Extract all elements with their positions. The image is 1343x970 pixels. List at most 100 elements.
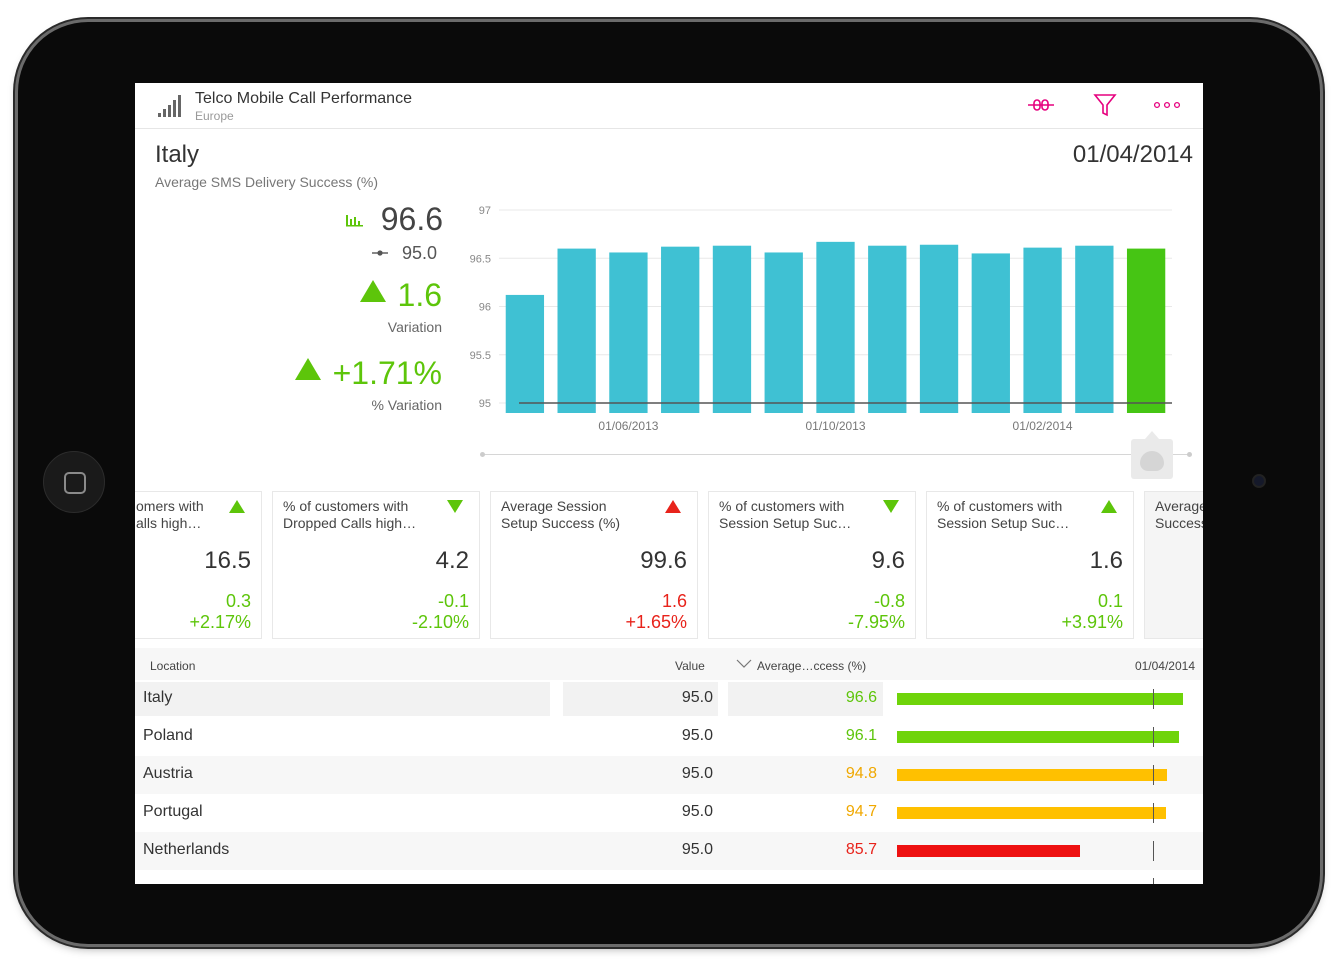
chart-bar bbox=[557, 248, 596, 413]
slider-end-dot bbox=[1187, 452, 1192, 457]
row-location: Italy bbox=[143, 689, 173, 706]
variation-value: 1.6 bbox=[397, 277, 442, 313]
variation-label: Variation bbox=[387, 319, 442, 335]
chart-bar bbox=[919, 244, 959, 413]
row-average: 94.8 bbox=[845, 765, 877, 782]
table-row[interactable]: Portugal 95.0 94.7 bbox=[135, 794, 1203, 832]
tile-value: 9.6 bbox=[871, 547, 905, 574]
chart-bar bbox=[868, 245, 907, 413]
variation-row: 1.6 bbox=[359, 277, 442, 317]
tile-title-line: Average bbox=[1155, 498, 1203, 514]
metric-name: Average SMS Delivery Success (%) bbox=[155, 174, 379, 190]
kpi-tiles: omers with alls high… 16.5 0.3 +2.17% % o… bbox=[135, 491, 1203, 639]
table-row[interactable]: Austria 95.0 94.8 bbox=[135, 756, 1203, 794]
tile-value: 99.6 bbox=[640, 547, 687, 574]
time-slider-handle[interactable] bbox=[1131, 431, 1173, 479]
chart-bar bbox=[712, 245, 752, 413]
link-icon[interactable] bbox=[1026, 92, 1056, 118]
chart-bar bbox=[609, 252, 648, 413]
x-tick-label: 01/10/2013 bbox=[805, 419, 865, 433]
row-average: 96.6 bbox=[845, 689, 877, 706]
time-slider-track[interactable] bbox=[483, 454, 1190, 455]
target-marker bbox=[1153, 803, 1154, 823]
trend-down-icon bbox=[883, 500, 899, 513]
home-button[interactable] bbox=[43, 451, 105, 513]
chart-bar bbox=[816, 241, 855, 413]
column-header-average[interactable]: Average…ccess (%) bbox=[757, 659, 867, 673]
row-value: 95.0 bbox=[681, 727, 713, 744]
target-marker bbox=[1153, 841, 1154, 861]
tile-title: Average Session Setup Success (%) bbox=[501, 498, 651, 532]
row-bar bbox=[897, 693, 1183, 705]
kpi-tile[interactable]: % of customers with Dropped Calls high… 4… bbox=[272, 491, 480, 639]
trend-down-icon bbox=[447, 500, 463, 513]
app-subtitle: Europe bbox=[195, 109, 234, 123]
row-location: Austria bbox=[143, 765, 193, 782]
tile-title-line: Success bbox=[1155, 515, 1203, 531]
chart-bar bbox=[971, 253, 1010, 413]
tile-title: % of customers with Session Setup Suc… bbox=[937, 498, 1087, 532]
target-marker bbox=[1153, 727, 1154, 747]
sort-chevron-down-icon[interactable] bbox=[736, 659, 752, 669]
x-tick-label: 01/02/2014 bbox=[1013, 419, 1073, 433]
row-bar bbox=[897, 731, 1179, 743]
cell-highlight bbox=[563, 682, 718, 716]
trend-up-icon bbox=[665, 500, 681, 513]
tile-title-line: % of customers with bbox=[719, 498, 845, 514]
slider-start-dot bbox=[480, 452, 485, 457]
country-title: Italy bbox=[155, 141, 200, 168]
kpi-tile[interactable]: Average Session Setup Success (%) 99.6 1.… bbox=[490, 491, 698, 639]
row-location: Poland bbox=[143, 727, 193, 744]
chart-bar bbox=[505, 294, 545, 413]
kpi-tile[interactable]: % of customers with Session Setup Suc… 9.… bbox=[708, 491, 916, 639]
pct-variation-value: +1.71% bbox=[332, 355, 442, 391]
target-icon bbox=[372, 250, 388, 256]
tile-variation: 0.3 bbox=[225, 591, 251, 611]
y-tick-label: 95 bbox=[479, 398, 491, 410]
tile-pct-variation: -2.10% bbox=[411, 612, 469, 632]
column-header-location[interactable]: Location bbox=[150, 659, 196, 673]
pct-variation-row: +1.71% bbox=[294, 355, 442, 395]
chart-bar bbox=[764, 252, 803, 413]
tile-title-line: % of customers with bbox=[937, 498, 1063, 514]
tile-title-line: Dropped Calls high… bbox=[283, 515, 417, 531]
slider-knob bbox=[1140, 451, 1164, 471]
table-row[interactable]: Netherlands 95.0 85.7 bbox=[135, 832, 1203, 870]
row-bar bbox=[897, 807, 1166, 819]
tile-title-line: omers with bbox=[136, 498, 204, 514]
row-bar bbox=[897, 845, 1080, 857]
triangle-up-icon bbox=[294, 358, 321, 380]
tile-value: 4.2 bbox=[435, 547, 469, 574]
tile-title-line: % of customers with bbox=[283, 498, 409, 514]
table-row[interactable]: Italy 95.0 96.6 bbox=[135, 680, 1203, 718]
tile-title-line: alls high… bbox=[136, 515, 202, 531]
filter-icon[interactable] bbox=[1090, 92, 1120, 118]
row-location: Netherlands bbox=[143, 841, 230, 858]
kpi-tile[interactable]: Average Success bbox=[1144, 491, 1203, 639]
row-location: Portugal bbox=[143, 803, 203, 820]
tile-title-line: Setup Success (%) bbox=[501, 515, 621, 531]
tile-value: 1.6 bbox=[1089, 547, 1123, 574]
tile-variation: -0.8 bbox=[873, 591, 905, 611]
chart-bar bbox=[661, 246, 700, 413]
y-tick-label: 96.5 bbox=[470, 253, 491, 265]
more-icon[interactable] bbox=[1152, 92, 1182, 118]
y-tick-label: 97 bbox=[479, 205, 491, 217]
cell-highlight bbox=[135, 682, 550, 716]
kpi-tile[interactable]: omers with alls high… 16.5 0.3 +2.17% bbox=[135, 491, 262, 639]
column-header-value[interactable]: Value bbox=[675, 659, 705, 673]
tile-pct-variation: +2.17% bbox=[189, 612, 251, 632]
bar-chart-icon bbox=[346, 215, 363, 227]
row-bar bbox=[897, 769, 1167, 781]
kpi-tile[interactable]: % of customers with Session Setup Suc… 1.… bbox=[926, 491, 1134, 639]
home-square-icon bbox=[64, 472, 86, 494]
kpi-target: 95.0 bbox=[401, 243, 437, 263]
tile-pct-variation: -7.95% bbox=[847, 612, 905, 632]
table-row[interactable]: Poland 95.0 96.1 bbox=[135, 718, 1203, 756]
y-tick-label: 95.5 bbox=[470, 350, 491, 362]
app-title: Telco Mobile Call Performance bbox=[195, 90, 412, 107]
row-average: 96.1 bbox=[845, 727, 877, 744]
tile-title-line: Session Setup Suc… bbox=[719, 515, 852, 531]
row-value: 95.0 bbox=[681, 765, 713, 782]
bar-chart: 95 95.5 96 96.5 97 01/06/2013 01/10/2013 01/02/… bbox=[470, 205, 1172, 433]
